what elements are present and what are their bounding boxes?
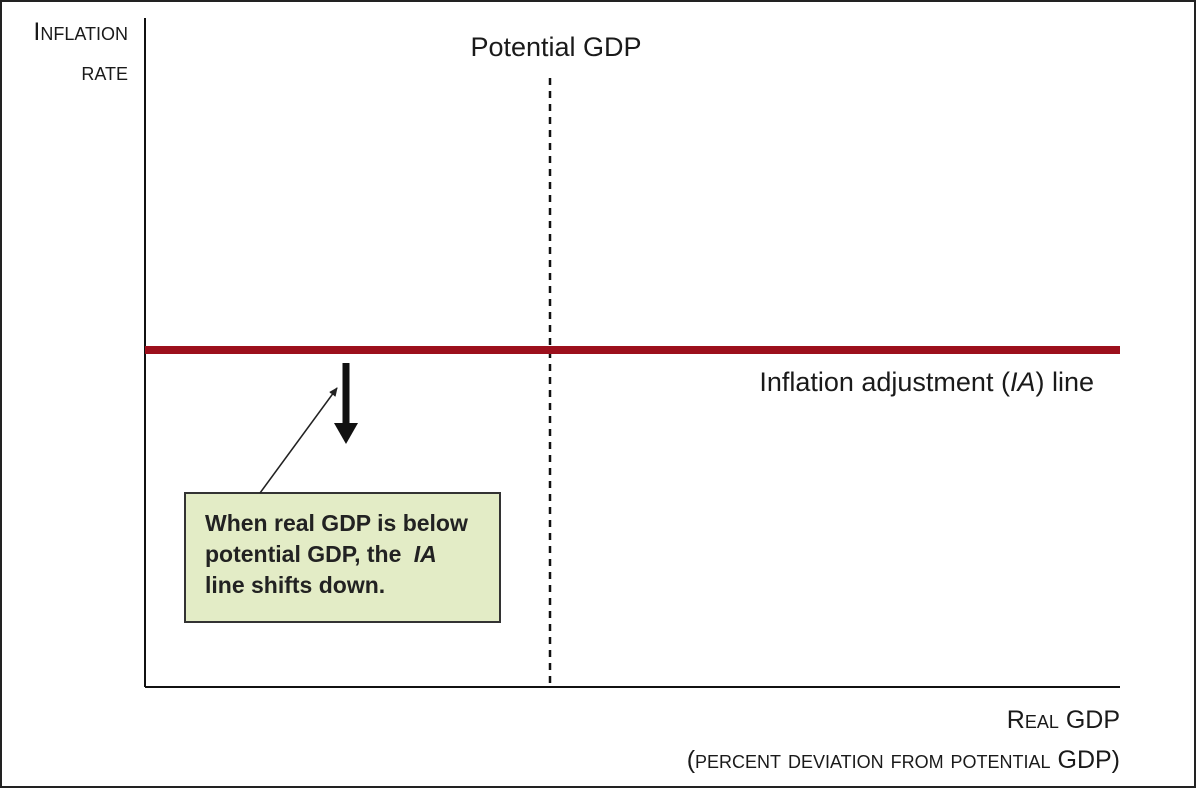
x-axis-label: Real GDP [1007, 706, 1120, 734]
callout-part: line shifts down. [205, 572, 385, 598]
shift-arrow-head [334, 423, 358, 444]
callout-text: potential GDP, the IA [205, 541, 437, 567]
label-part: Inflation adjustment ( [759, 367, 1010, 397]
callout-part: When real GDP is below [205, 510, 468, 536]
callout-box [184, 492, 501, 623]
label-part: ) line [1035, 367, 1094, 397]
label-part: IA [1010, 367, 1036, 397]
x-axis-label: (percent deviation from potential GDP) [687, 746, 1120, 774]
callout-part: IA [414, 541, 437, 567]
callout-pointer [259, 387, 338, 494]
callout-part: potential GDP, the [205, 541, 408, 567]
ia-line-label: Inflation adjustment (IA) line [759, 367, 1094, 397]
potential-gdp-label: Potential GDP [470, 32, 641, 62]
y-axis-label: rate [81, 58, 128, 86]
callout-text: line shifts down. [205, 572, 385, 598]
callout-text: When real GDP is below [205, 510, 468, 536]
y-axis-label: Inflation [33, 18, 128, 46]
